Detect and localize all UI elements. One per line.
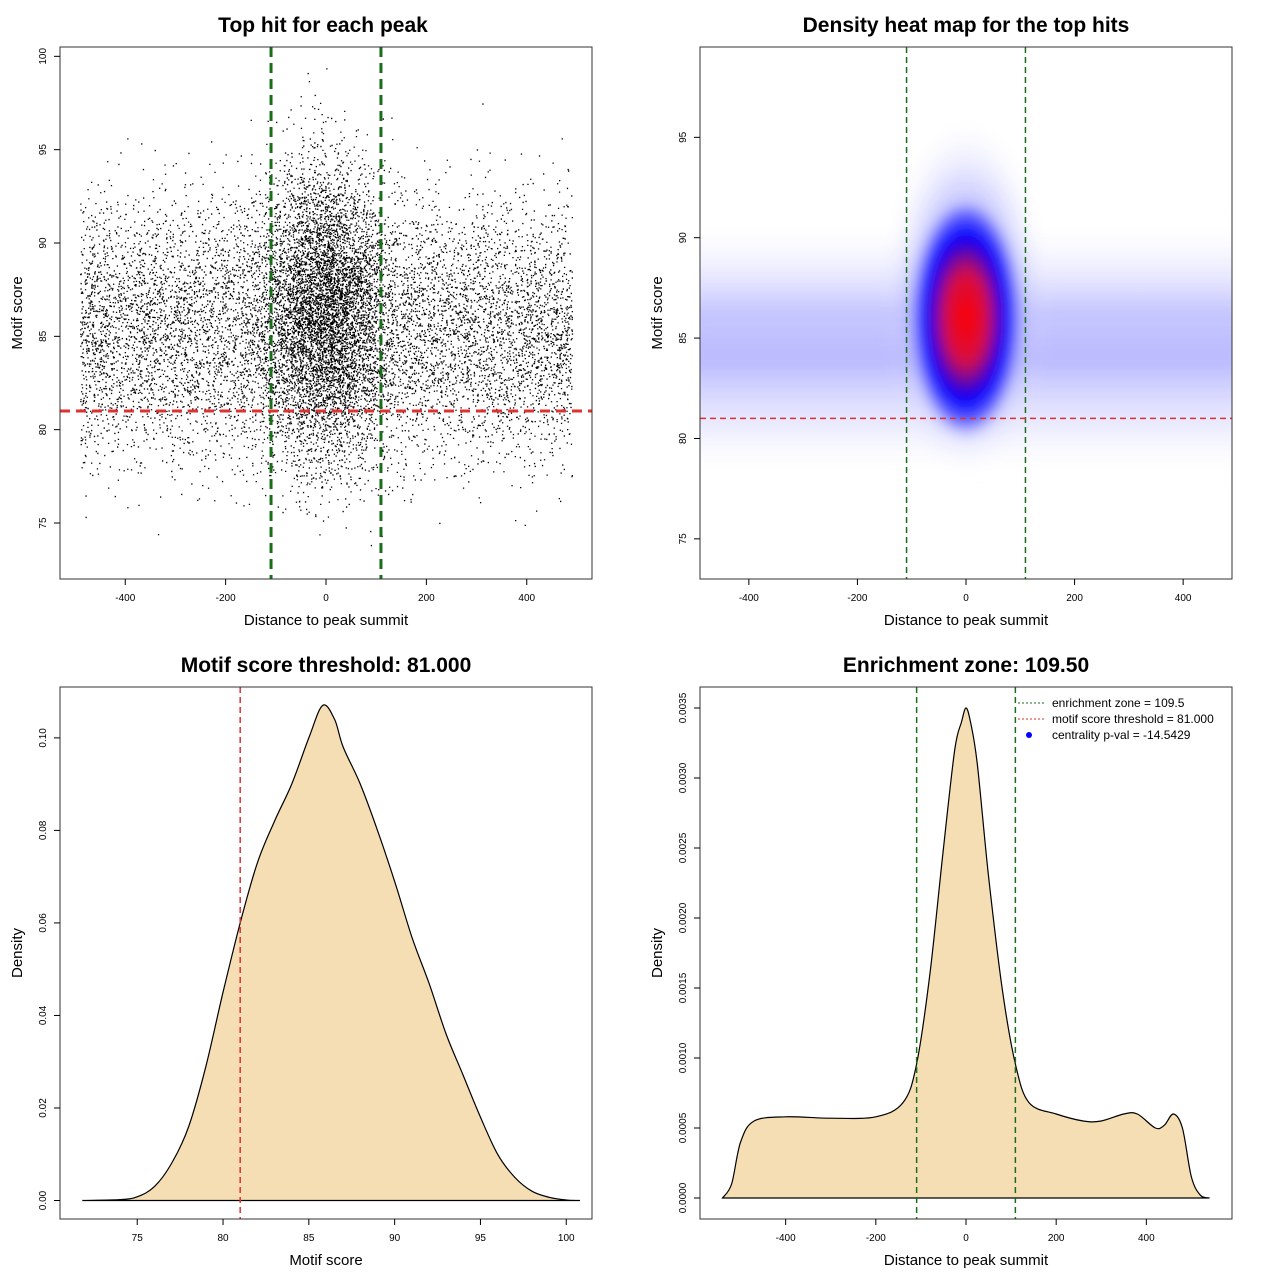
heatmap-x-axis: -400 -200 0 200 400 <box>739 579 1192 604</box>
scatter-point-cloud <box>80 68 574 547</box>
scatter-points <box>80 68 574 547</box>
centrality-y-tick-label: 0.0020 <box>678 902 689 933</box>
score-density-y-tick-label: 0.06 <box>38 913 49 933</box>
score-density-x-tick-label: 80 <box>217 1233 229 1244</box>
score-density-x-tick-label: 85 <box>303 1233 315 1244</box>
heatmap-panel: Density heat map for the top hits -400 -2… <box>649 14 1233 629</box>
scatter-plot-frame <box>59 46 593 580</box>
scatter-y-tick-label: 100 <box>38 48 49 65</box>
centrality-y-tick-label: 0.0035 <box>678 692 689 723</box>
heatmap-hotspot <box>908 193 1024 444</box>
heatmap-title: Density heat map for the top hits <box>803 14 1130 37</box>
score-density-y-label: Density <box>9 927 26 978</box>
centrality-y-tick-label: 0.0005 <box>678 1112 689 1143</box>
score-density-y-tick-label: 0.10 <box>38 728 49 748</box>
score-density-area <box>82 704 581 1202</box>
heatmap-x-tick-label: -200 <box>847 593 867 604</box>
centrality-density-area <box>721 707 1210 1199</box>
centrality-panel: Enrichment zone: 109.50 -400 -200 0 200 400 … <box>649 654 1233 1269</box>
heatmap-y-tick-label: 75 <box>678 533 689 545</box>
scatter-x-tick-label: 200 <box>418 593 435 604</box>
score-density-panel: Motif score threshold: 81.000 75 80 85 90 95… <box>9 654 593 1269</box>
centrality-x-axis: -400 -200 0 200 400 <box>776 1219 1155 1244</box>
legend-pval-dot <box>1026 732 1032 738</box>
heatmap-x-tick-label: -400 <box>739 593 759 604</box>
centrality-x-label: Distance to peak summit <box>884 1252 1049 1269</box>
score-density-y-tick-label: 0.00 <box>38 1190 49 1210</box>
score-density-x-tick-label: 75 <box>132 1233 144 1244</box>
scatter-y-tick-label: 85 <box>38 330 49 342</box>
legend-threshold-label: motif score threshold = 81.000 <box>1052 712 1214 726</box>
scatter-y-tick-label: 75 <box>38 517 49 529</box>
scatter-y-axis: 75 80 85 90 95 100 <box>38 48 60 529</box>
centrality-y-tick-label: 0.0015 <box>678 972 689 1003</box>
scatter-x-tick-label: -200 <box>216 593 236 604</box>
scatter-x-tick-label: 400 <box>518 593 535 604</box>
centrality-x-tick-label: -200 <box>866 1233 886 1244</box>
scatter-x-axis: -400 -200 0 200 400 <box>115 579 536 604</box>
score-density-x-label: Motif score <box>289 1252 362 1269</box>
score-density-frame <box>59 686 593 1220</box>
heatmap-y-tick-label: 90 <box>678 232 689 244</box>
score-density-y-axis: 0.00 0.02 0.04 0.06 0.08 0.10 <box>38 728 60 1210</box>
scatter-x-tick-label: -400 <box>115 593 135 604</box>
centrality-y-tick-label: 0.0030 <box>678 762 689 793</box>
scatter-y-tick-label: 90 <box>38 237 49 249</box>
centrality-x-tick-label: -400 <box>776 1233 796 1244</box>
score-density-x-tick-label: 100 <box>558 1233 575 1244</box>
score-density-x-tick-label: 95 <box>475 1233 487 1244</box>
heatmap-y-tick-label: 80 <box>678 432 689 444</box>
scatter-y-tick-label: 80 <box>38 424 49 436</box>
centrality-x-tick-label: 400 <box>1138 1233 1155 1244</box>
scatter-panel: Top hit for each peak -400 -200 0 200 400 75… <box>9 14 593 629</box>
centrality-y-tick-label: 0.0000 <box>678 1182 689 1213</box>
scatter-x-label: Distance to peak summit <box>244 612 409 629</box>
score-density-x-axis: 75 80 85 90 95 100 <box>132 1219 575 1244</box>
centrality-y-tick-label: 0.0010 <box>678 1042 689 1073</box>
legend-pval-label: centrality p-val = -14.5429 <box>1052 728 1191 742</box>
heatmap-y-tick-label: 85 <box>678 332 689 344</box>
heatmap-x-tick-label: 0 <box>963 593 969 604</box>
score-density-y-tick-label: 0.04 <box>38 1005 49 1025</box>
centrality-y-axis: 0.0000 0.0005 0.0010 0.0015 0.0020 0.0025 0.00… <box>678 692 700 1213</box>
heatmap-x-tick-label: 400 <box>1175 593 1192 604</box>
score-density-y-tick-label: 0.02 <box>38 1098 49 1118</box>
centrality-x-tick-label: 200 <box>1048 1233 1065 1244</box>
heatmap-y-axis: 75 80 85 90 95 <box>678 131 700 544</box>
scatter-y-tick-label: 95 <box>38 144 49 156</box>
scatter-title: Top hit for each peak <box>218 14 428 37</box>
heatmap-y-tick-label: 95 <box>678 131 689 143</box>
heatmap-y-label: Motif score <box>649 276 666 349</box>
legend-zone-label: enrichment zone = 109.5 <box>1052 696 1185 710</box>
scatter-x-tick-label: 0 <box>323 593 329 604</box>
heatmap-density <box>700 47 1232 579</box>
heatmap-x-tick-label: 200 <box>1066 593 1083 604</box>
score-density-x-tick-label: 90 <box>389 1233 401 1244</box>
centrality-legend: enrichment zone = 109.5 motif score thre… <box>1018 696 1214 742</box>
centrality-x-tick-label: 0 <box>963 1233 969 1244</box>
scatter-y-label: Motif score <box>9 276 26 349</box>
score-density-y-tick-label: 0.08 <box>38 820 49 840</box>
centrality-y-tick-label: 0.0025 <box>678 832 689 863</box>
score-density-title: Motif score threshold: 81.000 <box>181 654 472 677</box>
centrality-title: Enrichment zone: 109.50 <box>843 654 1089 677</box>
heatmap-x-label: Distance to peak summit <box>884 612 1049 629</box>
centrality-y-label: Density <box>649 927 666 978</box>
